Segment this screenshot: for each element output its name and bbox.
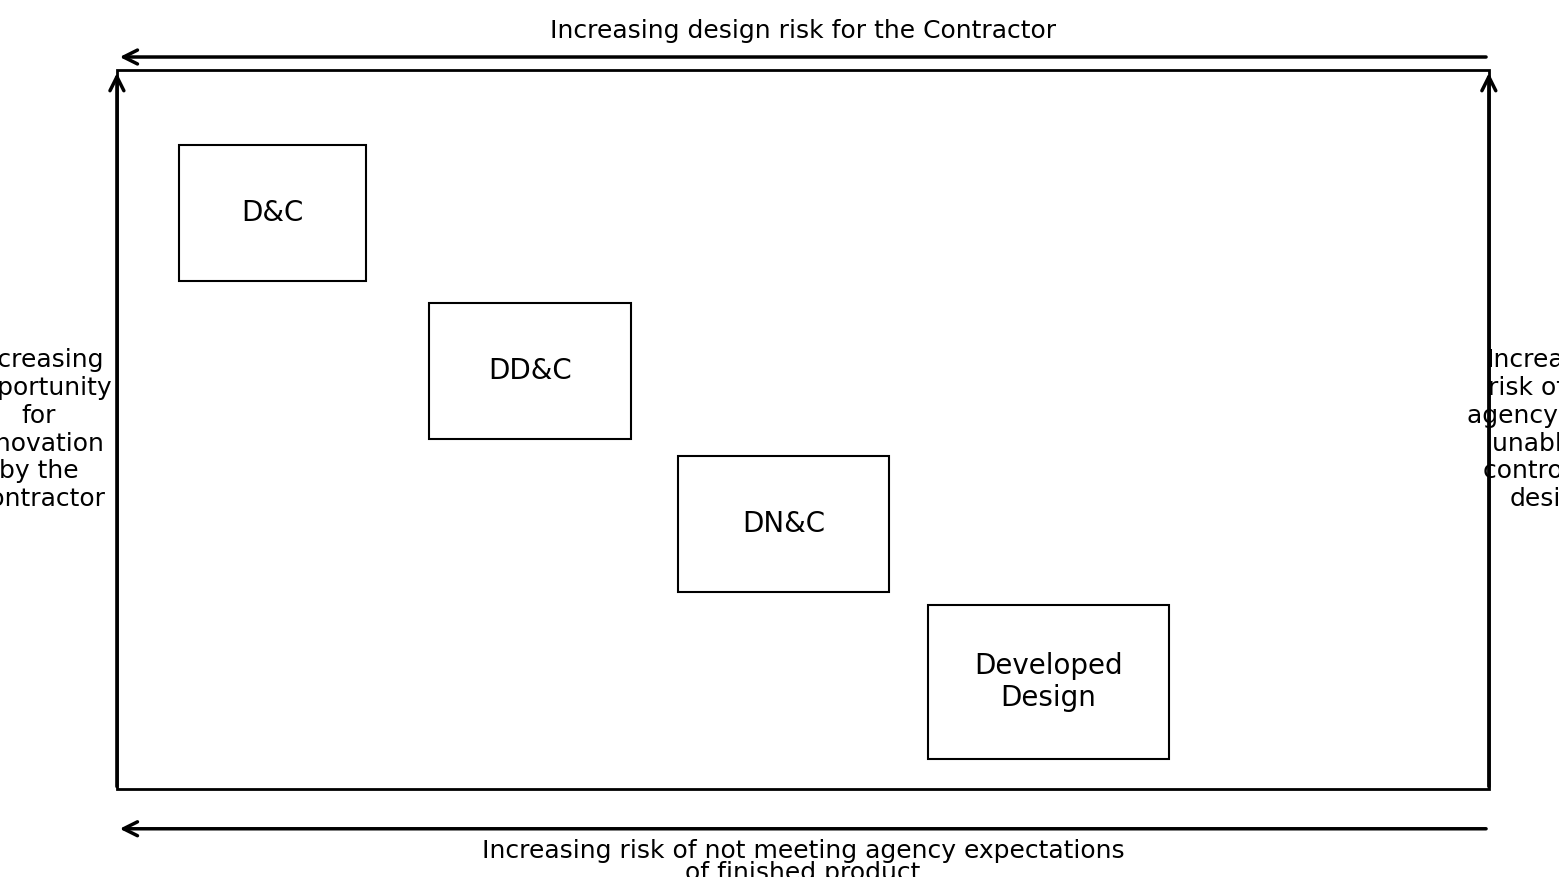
Text: DN&C: DN&C bbox=[742, 510, 825, 538]
Bar bbox=[429, 303, 631, 438]
Text: Increasing design risk for the Contractor: Increasing design risk for the Contracto… bbox=[550, 18, 1055, 43]
Text: DD&C: DD&C bbox=[488, 357, 572, 384]
Bar bbox=[117, 70, 1489, 789]
Bar bbox=[928, 605, 1169, 759]
Text: of finished product: of finished product bbox=[686, 860, 920, 877]
Text: Increasing
opportunity
for
innovation
by the
Contractor: Increasing opportunity for innovation by… bbox=[0, 348, 112, 511]
Bar bbox=[678, 456, 889, 592]
Text: D&C: D&C bbox=[242, 199, 304, 226]
Text: Increasing risk of not meeting agency expectations: Increasing risk of not meeting agency ex… bbox=[482, 838, 1124, 863]
Text: Increasing
risk of the
agency being
unable to
control the
design: Increasing risk of the agency being unab… bbox=[1467, 348, 1559, 511]
Bar bbox=[179, 145, 366, 281]
Text: Developed
Design: Developed Design bbox=[974, 652, 1122, 712]
